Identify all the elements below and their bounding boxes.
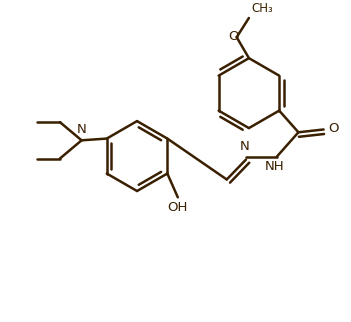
Text: N: N	[239, 139, 249, 153]
Text: N: N	[77, 123, 86, 136]
Text: O: O	[328, 122, 338, 135]
Text: OH: OH	[168, 201, 188, 214]
Text: CH₃: CH₃	[252, 2, 273, 15]
Text: NH: NH	[265, 160, 285, 173]
Text: O: O	[229, 30, 239, 43]
